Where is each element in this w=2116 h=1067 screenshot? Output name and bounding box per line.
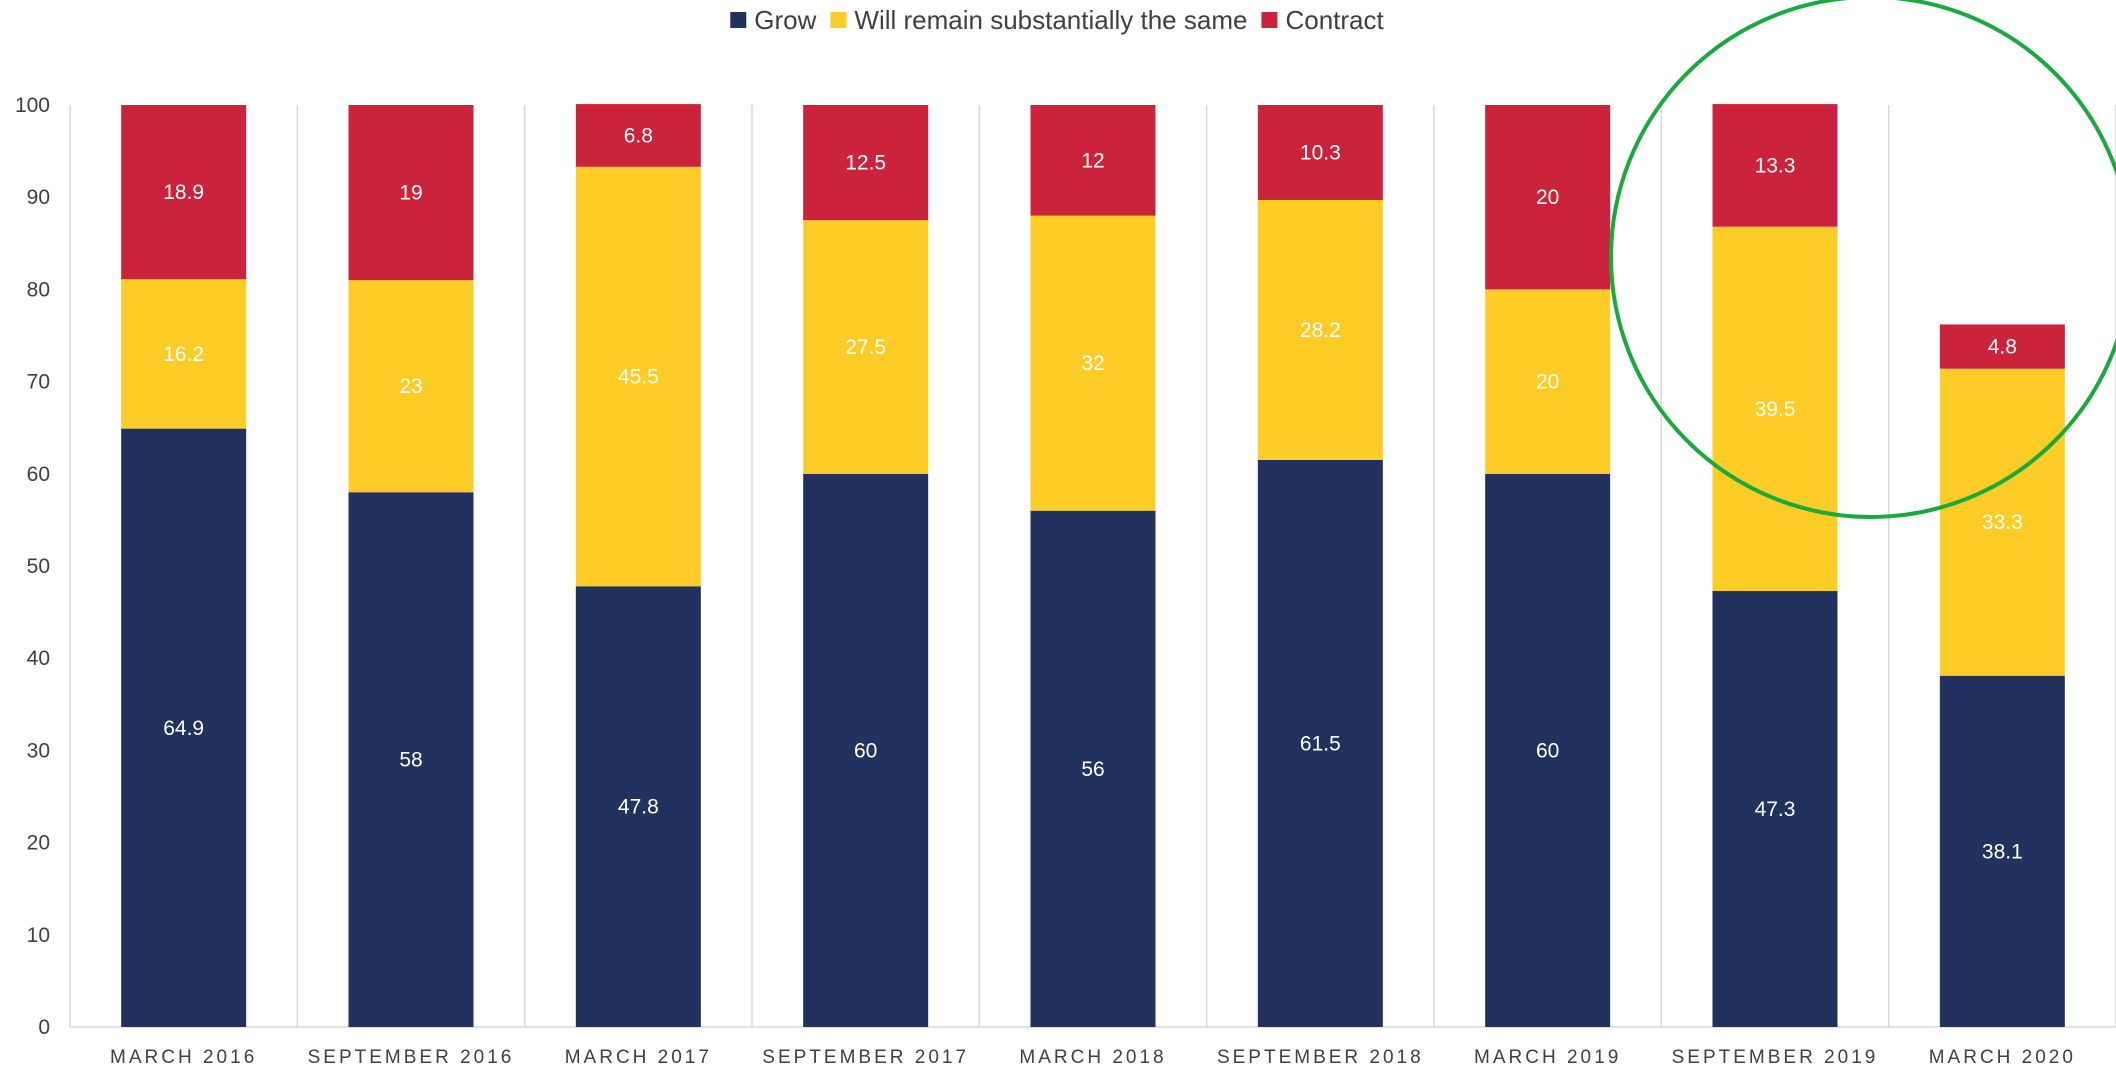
y-tick-label-30: 30 [27, 739, 50, 762]
highlight-circle [1609, 0, 2116, 519]
bar-will-remain-substantially-the-same-september-2018 [1257, 199, 1383, 460]
bar-will-remain-substantially-the-same-march-2017 [575, 166, 701, 587]
x-axis: MARCH 2016 SEPTEMBER 2016 MARCH 2017 SEPTEM… [110, 1047, 2076, 1067]
x-tick-label-september-2016: SEPTEMBER 2016 [308, 1047, 515, 1067]
legend: Grow Will remain substantially the same Co… [730, 5, 1384, 35]
x-tick-label-september-2018: SEPTEMBER 2018 [1217, 1047, 1424, 1067]
y-tick-label-100: 100 [15, 94, 50, 117]
data-label-grow-march-2018: 56 [1081, 758, 1104, 781]
data-label-contract-march-2017: 6.8 [624, 124, 653, 147]
bar-will-remain-substantially-the-same-march-2016 [121, 279, 247, 429]
y-axis: 0 10 20 30 40 50 60 70 80 90 100 [15, 94, 50, 1039]
annotation [1609, 0, 2116, 519]
bar-grow-september-2019 [1712, 590, 1838, 1027]
data-label-will-remain-substantially-the-same-march-2017: 45.5 [618, 366, 659, 389]
y-tick-label-40: 40 [27, 647, 50, 670]
bar-contract-march-2016 [121, 105, 247, 280]
data-label-grow-march-2016: 64.9 [163, 717, 204, 740]
bar-grow-september-2016 [348, 492, 474, 1027]
y-tick-label-10: 10 [27, 924, 50, 947]
bar-contract-september-2018 [1257, 105, 1383, 200]
bar-contract-march-2017 [575, 104, 701, 167]
data-label-contract-september-2018: 10.3 [1300, 141, 1341, 164]
bar-will-remain-substantially-the-same-march-2019 [1485, 289, 1611, 474]
data-label-will-remain-substantially-the-same-september-2016: 23 [399, 375, 422, 398]
data-label-will-remain-substantially-the-same-march-2019: 20 [1536, 371, 1559, 394]
data-label-grow-march-2019: 60 [1536, 739, 1559, 762]
x-tick-label-march-2018: MARCH 2018 [1019, 1047, 1166, 1067]
data-label-will-remain-substantially-the-same-september-2018: 28.2 [1300, 319, 1341, 342]
bar-grow-september-2018 [1257, 459, 1383, 1028]
y-tick-label-90: 90 [27, 186, 50, 209]
x-tick-label-march-2019: MARCH 2019 [1474, 1047, 1621, 1067]
bar-contract-march-2019 [1485, 105, 1611, 290]
bar-contract-march-2020 [1939, 324, 2065, 369]
bar-grow-september-2017 [803, 473, 929, 1027]
data-label-will-remain-substantially-the-same-september-2017: 27.5 [845, 336, 886, 359]
bar-contract-september-2017 [803, 105, 929, 221]
data-label-contract-march-2016: 18.9 [163, 181, 204, 204]
data-label-will-remain-substantially-the-same-march-2020: 33.3 [1982, 511, 2023, 534]
bar-grow-march-2016 [121, 428, 247, 1027]
bar-grow-march-2019 [1485, 473, 1611, 1027]
data-label-contract-march-2020: 4.8 [1988, 336, 2017, 359]
data-label-will-remain-substantially-the-same-september-2019: 39.5 [1755, 398, 1796, 421]
bars [121, 104, 2065, 1028]
y-tick-label-80: 80 [27, 278, 50, 301]
data-label-grow-march-2020: 38.1 [1982, 840, 2023, 863]
y-tick-label-70: 70 [27, 371, 50, 394]
data-label-grow-september-2016: 58 [399, 749, 422, 772]
data-label-contract-march-2018: 12 [1081, 149, 1104, 172]
data-label-contract-september-2017: 12.5 [845, 152, 886, 175]
data-label-grow-september-2017: 60 [854, 739, 877, 762]
bar-grow-march-2020 [1939, 675, 2065, 1027]
data-label-will-remain-substantially-the-same-march-2018: 32 [1081, 352, 1104, 375]
bar-contract-march-2018 [1030, 105, 1156, 216]
y-tick-label-20: 20 [27, 832, 50, 855]
x-tick-label-march-2016: MARCH 2016 [110, 1047, 257, 1067]
data-label-contract-september-2019: 13.3 [1755, 154, 1796, 177]
data-label-grow-september-2019: 47.3 [1755, 798, 1796, 821]
data-label-contract-march-2019: 20 [1536, 186, 1559, 209]
x-tick-label-september-2017: SEPTEMBER 2017 [762, 1047, 969, 1067]
y-tick-label-0: 0 [38, 1016, 50, 1039]
bar-grow-march-2017 [575, 586, 701, 1027]
legend-swatch-grow [730, 12, 747, 28]
legend-swatch-will-remain-substantially-the-same [830, 12, 847, 28]
data-label-grow-march-2017: 47.8 [618, 796, 659, 819]
legend-swatch-contract [1261, 12, 1278, 28]
x-tick-label-march-2017: MARCH 2017 [565, 1047, 712, 1067]
bar-grow-march-2018 [1030, 510, 1156, 1027]
y-tick-label-50: 50 [27, 555, 50, 578]
x-tick-label-september-2019: SEPTEMBER 2019 [1672, 1047, 1879, 1067]
bar-will-remain-substantially-the-same-march-2020 [1939, 368, 2065, 676]
bar-will-remain-substantially-the-same-september-2017 [803, 220, 929, 474]
bar-will-remain-substantially-the-same-march-2018 [1030, 215, 1156, 511]
data-label-contract-september-2016: 19 [399, 182, 422, 205]
legend-label-grow: Grow [754, 5, 816, 35]
legend-label-contract: Contract [1285, 5, 1384, 35]
bar-will-remain-substantially-the-same-september-2016 [348, 280, 474, 493]
legend-label-will-remain-substantially-the-same: Will remain substantially the same [854, 5, 1247, 35]
data-label-grow-september-2018: 61.5 [1300, 732, 1341, 755]
data-labels: 64.9 16.2 18.9 58 23 19 47.8 45.5 6.8 60 27.5 12.5 5… [163, 124, 2023, 863]
data-label-will-remain-substantially-the-same-march-2016: 16.2 [163, 343, 204, 366]
x-tick-label-march-2020: MARCH 2020 [1929, 1047, 2076, 1067]
bar-contract-september-2016 [348, 105, 474, 281]
bar-contract-september-2019 [1712, 104, 1838, 227]
bar-will-remain-substantially-the-same-september-2019 [1712, 226, 1838, 591]
y-tick-label-60: 60 [27, 463, 50, 486]
